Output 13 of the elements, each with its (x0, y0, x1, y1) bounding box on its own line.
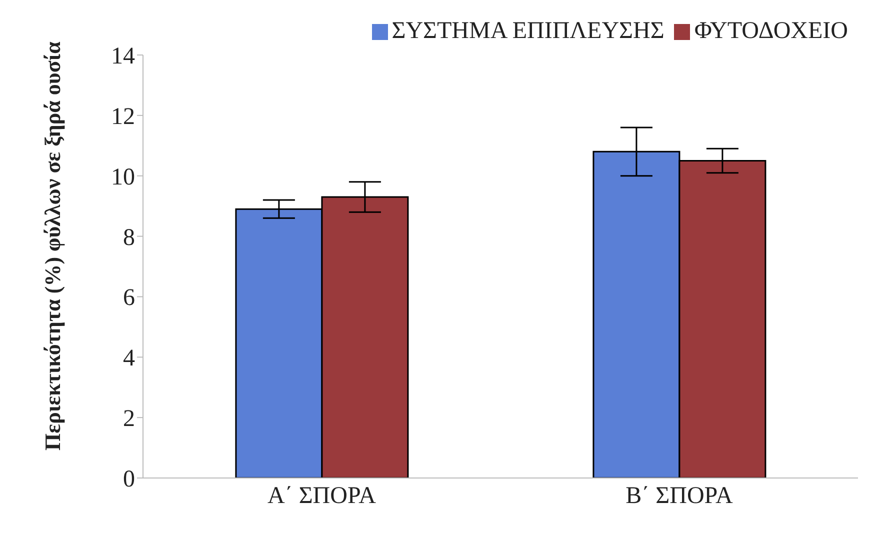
y-tick-label: 14 (111, 44, 135, 70)
x-tick-label: Α΄ ΣΠΟΡΑ (268, 483, 377, 510)
legend-label: ΦΥΤΟΔΟΧΕΙΟ (694, 18, 848, 44)
y-tick-label: 2 (123, 406, 135, 432)
legend-label: ΣΥΣΤΗΜΑ ΕΠΙΠΛΕΥΣΗΣ (392, 18, 664, 44)
y-tick-label: 8 (123, 224, 135, 251)
y-tick-label: 6 (123, 285, 135, 312)
y-tick-label: 12 (111, 104, 135, 130)
y-tick-label: 4 (123, 346, 135, 372)
x-tick-label: Β΄ ΣΠΟΡΑ (626, 483, 734, 510)
y-tick-label: 10 (111, 164, 135, 190)
y-tick-label: 0 (123, 466, 135, 493)
y-axis-title: Περιεκτικότητα (%) φύλλων σε ξηρά ουσία (40, 40, 66, 452)
